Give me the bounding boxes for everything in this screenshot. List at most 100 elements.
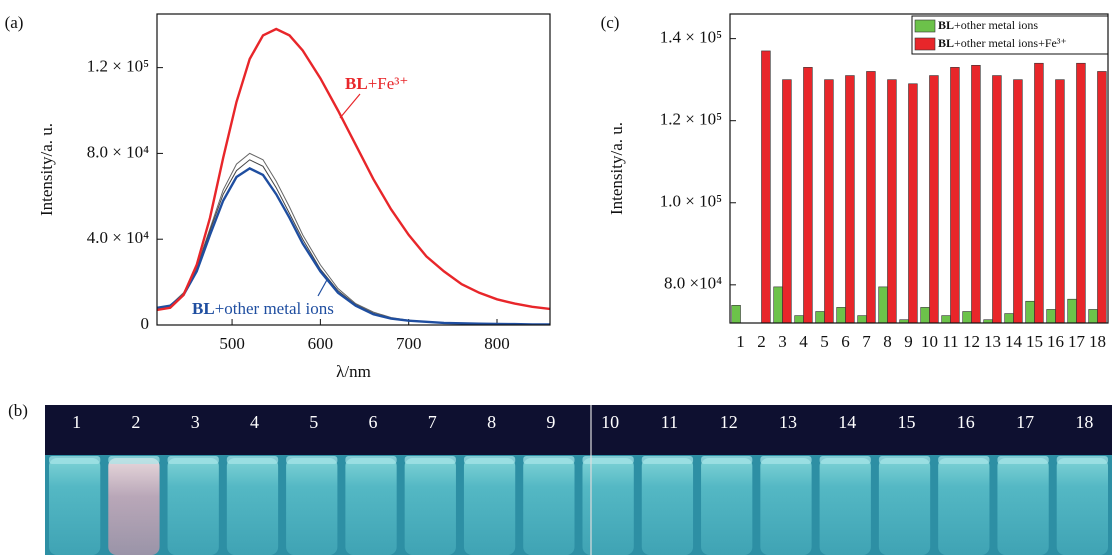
bar <box>971 64 981 323</box>
vial-label: 18 <box>1075 412 1093 432</box>
bar <box>731 305 741 323</box>
vial <box>404 458 456 555</box>
bar <box>992 75 1002 323</box>
bar <box>1004 313 1014 323</box>
vial-label: 1 <box>72 412 81 432</box>
bar <box>1034 62 1044 323</box>
x-tick-label: 18 <box>1089 332 1106 351</box>
vial-rim <box>997 456 1049 464</box>
bar <box>1013 79 1023 323</box>
vial-rim <box>49 456 101 464</box>
x-tick-label: 14 <box>1005 332 1023 351</box>
legend-label: BL+other metal ions+Fe³⁺ <box>938 36 1067 50</box>
x-tick-label: 11 <box>942 332 958 351</box>
x-tick-label: 1 <box>736 332 745 351</box>
bar <box>878 286 888 323</box>
bar <box>824 79 834 323</box>
vial-label: 4 <box>250 412 259 432</box>
vial-label: 8 <box>487 412 496 432</box>
vial-rim <box>463 456 516 464</box>
legend-swatch <box>914 19 936 33</box>
bar <box>1055 79 1065 323</box>
vial-label: 5 <box>309 412 318 432</box>
y-tick-label: 1.0 × 10⁵ <box>660 192 722 211</box>
photo-lower <box>45 455 1112 555</box>
vial-label: 13 <box>779 412 797 432</box>
bar <box>908 83 918 323</box>
legend-label: BL+other metal ions <box>938 18 1038 32</box>
vial-rim <box>523 456 575 464</box>
x-tick-label: 600 <box>308 334 334 353</box>
bar <box>782 79 792 323</box>
series-annotation: BL+other metal ions <box>192 299 334 318</box>
vial <box>997 458 1049 555</box>
vial <box>463 458 516 555</box>
vial-rim <box>701 456 753 464</box>
bar <box>1097 71 1107 323</box>
plot-frame <box>729 13 1109 324</box>
vial <box>286 458 338 555</box>
x-tick-label: 8 <box>883 332 892 351</box>
bar <box>1088 309 1098 323</box>
y-tick-label: 8.0 ×10⁴ <box>664 274 722 293</box>
vial-label: 2 <box>131 412 140 432</box>
vial <box>938 458 990 555</box>
y-tick-label: 1.2 × 10⁵ <box>87 57 149 76</box>
bar <box>761 50 771 323</box>
line-series <box>157 27 550 312</box>
vial-label: 12 <box>720 412 738 432</box>
bar <box>815 311 825 323</box>
vial <box>819 458 871 555</box>
vial-rim <box>345 456 397 464</box>
annotation-arrow <box>317 277 329 297</box>
vial-rim <box>167 456 219 464</box>
vial <box>345 458 397 555</box>
vial-rim <box>286 456 338 464</box>
vial-label: 9 <box>546 412 555 432</box>
vial <box>1056 458 1108 555</box>
y-tick-label: 0 <box>141 314 150 333</box>
x-tick-label: 6 <box>841 332 850 351</box>
x-tick-label: 7 <box>862 332 871 351</box>
bar <box>836 307 846 323</box>
vial-rim <box>108 456 160 464</box>
vial-rim <box>819 456 871 464</box>
x-tick-label: 13 <box>984 332 1001 351</box>
bar <box>920 307 930 323</box>
bar <box>1067 298 1077 323</box>
layer: (a) Intensity/a. u. 0 4.0 × 10⁴ 8.0 × 10⁴ 1.2… <box>5 13 1112 555</box>
vial-rim <box>641 456 694 464</box>
x-tick-label: 12 <box>963 332 980 351</box>
vial-rim <box>1056 456 1108 464</box>
bar <box>887 79 897 323</box>
x-tick-label: 16 <box>1047 332 1064 351</box>
y-axis-label: Intensity/a. u. <box>37 123 56 216</box>
bar <box>950 67 960 323</box>
y-tick-label: 1.2 × 10⁵ <box>660 110 722 129</box>
vial <box>641 458 694 555</box>
vial-rim <box>878 456 931 464</box>
vial-label: 14 <box>838 412 856 432</box>
x-tick-label: 9 <box>904 332 913 351</box>
vial-label: 16 <box>957 412 975 432</box>
panel-label: (b) <box>8 401 28 420</box>
bar <box>1076 62 1086 323</box>
x-tick-label: 800 <box>484 334 510 353</box>
vial <box>701 458 753 555</box>
vial <box>108 458 160 555</box>
bar <box>1046 309 1056 323</box>
bar <box>866 71 876 323</box>
vial-label: 10 <box>601 412 619 432</box>
vial-rim <box>404 456 456 464</box>
vial-rim <box>226 456 279 464</box>
bar <box>929 75 939 323</box>
vial <box>226 458 279 555</box>
panel-label: (a) <box>5 13 24 32</box>
vial-label: 15 <box>898 412 916 432</box>
line-series <box>157 167 550 325</box>
vial <box>878 458 931 555</box>
bar <box>773 286 783 323</box>
x-tick-label: 700 <box>396 334 422 353</box>
vial-label: 7 <box>428 412 437 432</box>
